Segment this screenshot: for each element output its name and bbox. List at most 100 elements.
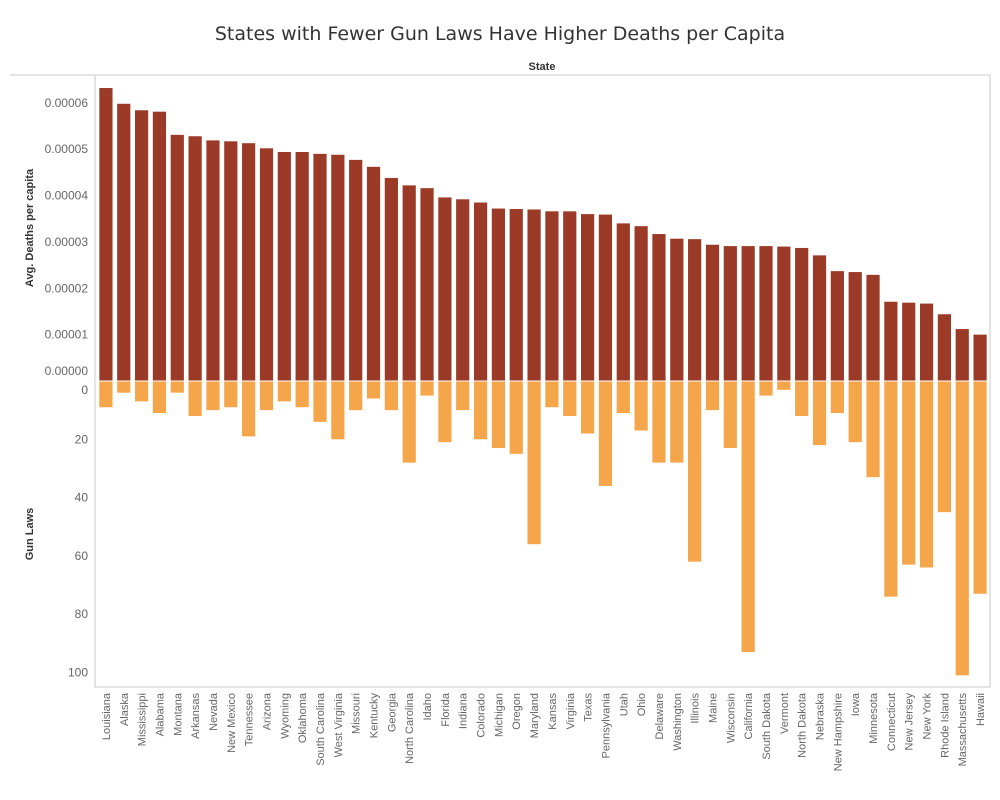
state-label: Vermont: [779, 693, 791, 734]
deaths-bar: [242, 143, 256, 381]
laws-ticks: 0 20 40 60 80 100: [68, 383, 88, 679]
deaths-tick-label: 0.00000: [45, 364, 89, 378]
state-label: North Carolina: [404, 692, 416, 764]
gun-laws-bar: [741, 381, 755, 653]
state-label: North Dakota: [797, 692, 809, 758]
gun-laws-bar: [598, 381, 613, 486]
gun-laws-bar: [259, 381, 274, 411]
state-label: New Jersey: [904, 693, 916, 751]
gun-laws-bar: [919, 381, 934, 568]
laws-tick-label: 40: [75, 491, 89, 505]
gun-laws-bar: [170, 381, 184, 393]
deaths-bar: [402, 185, 416, 381]
deaths-bar: [741, 246, 755, 381]
gun-laws-bar: [366, 381, 381, 399]
deaths-bar: [420, 188, 434, 381]
state-label: Mississippi: [137, 693, 149, 746]
deaths-axis-label: Avg. Deaths per capita: [24, 168, 36, 287]
deaths-bar: [545, 211, 559, 381]
gun-laws-bar: [438, 381, 452, 443]
gun-laws-bar: [402, 381, 416, 463]
gun-laws-bar: [456, 381, 470, 411]
deaths-bar: [759, 246, 773, 381]
state-label: Ohio: [636, 693, 648, 716]
gun-laws-bar: [884, 381, 898, 597]
gun-laws-bar: [206, 381, 220, 411]
state-label: Alaska: [119, 692, 131, 726]
deaths-bar: [581, 214, 595, 381]
deaths-bar: [616, 223, 630, 381]
deaths-bar: [830, 271, 844, 381]
state-label: Hawaii: [975, 693, 987, 726]
state-label: Georgia: [386, 692, 398, 732]
state-label: Wyoming: [279, 693, 291, 739]
state-label: New Mexico: [226, 693, 238, 753]
state-label: Rhode Island: [939, 693, 951, 758]
deaths-bar: [313, 153, 327, 381]
gun-laws-bar: [937, 381, 951, 513]
deaths-bar: [652, 234, 666, 381]
gun-laws-bar: [242, 381, 256, 437]
state-label: Oklahoma: [297, 692, 309, 743]
state-label: Connecticut: [886, 693, 898, 751]
deaths-bar: [527, 209, 541, 381]
state-label: Nebraska: [815, 692, 827, 740]
gun-laws-bar: [581, 381, 595, 434]
state-label: New Hampshire: [832, 693, 844, 771]
gun-laws-bar: [973, 381, 987, 594]
state-label: Nevada: [208, 692, 220, 731]
laws-tick-label: 100: [68, 665, 88, 679]
deaths-bar: [795, 247, 809, 381]
gun-laws-bar: [812, 381, 827, 446]
state-label: Tennessee: [244, 693, 256, 746]
deaths-bar: [973, 334, 987, 381]
deaths-bar: [384, 177, 398, 381]
deaths-bar: [937, 314, 951, 381]
gun-laws-bar: [152, 381, 167, 414]
state-label: Maryland: [529, 693, 541, 738]
gun-laws-bar: [99, 381, 113, 408]
deaths-tick-label: 0.00001: [45, 328, 89, 342]
state-label: Delaware: [654, 693, 666, 739]
gun-laws-bar: [634, 381, 648, 431]
state-label: South Carolina: [315, 692, 327, 766]
gun-laws-bar: [135, 381, 149, 402]
state-label: Colorado: [476, 693, 488, 738]
laws-tick-label: 60: [75, 549, 89, 563]
deaths-bar: [919, 303, 934, 381]
state-label: Florida: [440, 692, 452, 727]
gun-laws-bar: [705, 381, 720, 411]
deaths-bar: [509, 209, 523, 381]
state-label: Alabama: [154, 692, 166, 736]
deaths-tick-label: 0.00006: [45, 96, 89, 110]
deaths-ticks: 0.00000 0.00001 0.00002 0.00003 0.00004 0.000…: [45, 96, 89, 378]
gun-laws-bar: [652, 381, 666, 463]
gun-laws-bar: [902, 381, 916, 565]
deaths-bar: [295, 152, 309, 381]
gun-laws-bar: [117, 381, 131, 393]
state-label: Arizona: [261, 692, 273, 730]
deaths-bar: [99, 88, 113, 381]
deaths-bar: [866, 274, 880, 381]
gun-laws-bar: [955, 381, 969, 676]
state-label: Virginia: [565, 692, 577, 729]
gun-laws-bar: [295, 381, 309, 408]
state-label: Utah: [618, 693, 630, 716]
deaths-bar: [152, 111, 167, 382]
deaths-bar: [259, 148, 274, 381]
deaths-bar: [670, 238, 684, 381]
deaths-bar: [634, 226, 648, 381]
gun-laws-bar: [795, 381, 809, 416]
laws-tick-label: 20: [75, 432, 89, 446]
state-label: Wisconsin: [725, 693, 737, 743]
state-label: Maine: [707, 693, 719, 723]
deaths-bar: [277, 152, 291, 381]
gun-laws-bar: [473, 381, 488, 440]
deaths-tick-label: 0.00002: [45, 281, 89, 295]
state-label: Louisiana: [101, 692, 113, 740]
gun-laws-bar: [188, 381, 202, 416]
deaths-bars: [99, 88, 987, 382]
gun-laws-bar: [670, 381, 684, 463]
gun-laws-bar: [313, 381, 327, 422]
